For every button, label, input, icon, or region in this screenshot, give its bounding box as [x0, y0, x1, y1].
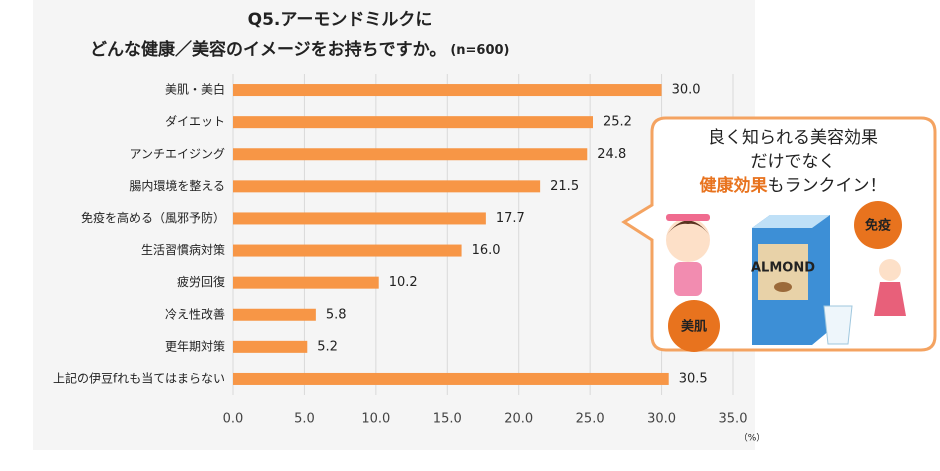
- bar: [233, 276, 379, 289]
- almond-illustration: [774, 282, 792, 292]
- value-label: 10.2: [389, 275, 418, 290]
- body-illustration: [674, 262, 702, 296]
- y-tick-label: アンチエイジング: [129, 147, 225, 161]
- child-body: [874, 282, 906, 316]
- bar: [233, 180, 541, 193]
- bar: [233, 340, 308, 353]
- y-tick-label: 免疫を高める（風邪予防）: [81, 210, 225, 225]
- badge-text: 美肌: [681, 319, 707, 335]
- x-tick-label: 35.0: [719, 412, 748, 427]
- y-tick-label: ダイエット: [165, 114, 225, 129]
- value-label: 16.0: [472, 243, 501, 258]
- unit-label: （%）: [739, 433, 766, 444]
- y-tick-label: 疲労回復: [177, 274, 225, 289]
- y-tick-label: 美肌・美白: [165, 82, 225, 97]
- y-tick-label: 腸内環境を整える: [129, 178, 225, 193]
- x-tick-label: 30.0: [647, 412, 676, 427]
- x-tick-label: 0.0: [223, 412, 244, 427]
- x-tick-label: 15.0: [433, 412, 462, 427]
- carton-top: [752, 215, 830, 228]
- x-tick-label: 10.0: [361, 412, 390, 427]
- bar: [233, 116, 593, 129]
- callout-rest: もランクイン！: [768, 176, 887, 196]
- y-tick-label: 上記の伊豆fれも当てはまらない: [53, 370, 225, 385]
- x-tick-label: 5.0: [294, 412, 315, 427]
- hair-illustration: [666, 220, 710, 236]
- face-illustration: [666, 218, 710, 262]
- chart-title-line: どんな健康／美容のイメージをお持ちですか。: [90, 39, 446, 60]
- y-tick-label: 生活習慣病対策: [141, 242, 225, 257]
- callout-line: だけでなく: [751, 152, 836, 172]
- value-label: 17.7: [496, 211, 525, 226]
- headband-illustration: [666, 214, 710, 221]
- callout: 良く知られる美容効果 だけでなく 健康効果もランクイン！ ALMOND 免疫 美…: [621, 116, 937, 352]
- value-label: 25.2: [603, 115, 632, 130]
- bar: [233, 308, 316, 321]
- badge: [854, 201, 902, 249]
- callout-line: 良く知られる美容効果: [708, 128, 878, 148]
- bar: [233, 244, 462, 257]
- y-tick-label: 更年期対策: [165, 339, 225, 353]
- value-label: 30.5: [679, 371, 708, 386]
- x-tick-label: 20.0: [504, 412, 533, 427]
- callout-line: 健康効果もランクイン！: [700, 175, 887, 196]
- badge-text: 免疫: [865, 218, 891, 234]
- bar: [233, 212, 486, 225]
- glass-illustration: [823, 305, 853, 345]
- chart-title: Q5.アーモンドミルクに: [248, 10, 433, 30]
- value-label: 5.2: [317, 339, 338, 354]
- chart-subtitle: (n=600): [450, 43, 509, 58]
- child-face: [879, 259, 901, 281]
- chart-title: どんな健康／美容のイメージをお持ちですか。 (n=600): [90, 39, 510, 60]
- value-label: 21.5: [550, 179, 579, 194]
- carton-text: ALMOND: [751, 261, 815, 276]
- value-label: 30.0: [672, 83, 701, 98]
- bar: [233, 372, 669, 385]
- bar: [233, 148, 588, 161]
- y-tick-label: 冷え性改善: [165, 306, 225, 321]
- value-label: 5.8: [326, 307, 347, 322]
- x-tick-label: 25.0: [576, 412, 605, 427]
- bar: [233, 84, 662, 97]
- value-label: 24.8: [597, 147, 626, 162]
- badge: [668, 300, 720, 352]
- callout-highlight: 健康効果: [700, 175, 768, 196]
